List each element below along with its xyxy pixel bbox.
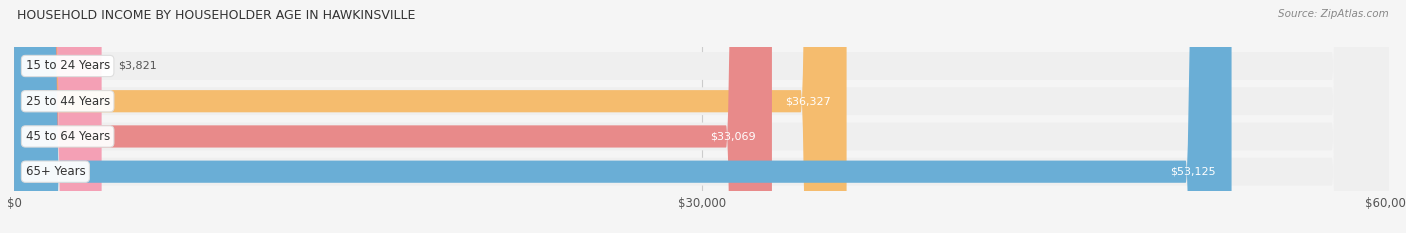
Text: HOUSEHOLD INCOME BY HOUSEHOLDER AGE IN HAWKINSVILLE: HOUSEHOLD INCOME BY HOUSEHOLDER AGE IN H… <box>17 9 415 22</box>
FancyBboxPatch shape <box>14 0 1389 233</box>
FancyBboxPatch shape <box>14 0 1389 233</box>
Text: $36,327: $36,327 <box>785 96 831 106</box>
Text: 45 to 64 Years: 45 to 64 Years <box>25 130 110 143</box>
Text: 65+ Years: 65+ Years <box>25 165 86 178</box>
Text: Source: ZipAtlas.com: Source: ZipAtlas.com <box>1278 9 1389 19</box>
FancyBboxPatch shape <box>14 0 1389 233</box>
Text: 25 to 44 Years: 25 to 44 Years <box>25 95 110 108</box>
FancyBboxPatch shape <box>14 0 1389 233</box>
FancyBboxPatch shape <box>14 0 772 233</box>
Text: $53,125: $53,125 <box>1170 167 1216 177</box>
Text: $3,821: $3,821 <box>118 61 156 71</box>
FancyBboxPatch shape <box>14 0 846 233</box>
Text: 15 to 24 Years: 15 to 24 Years <box>25 59 110 72</box>
Text: $33,069: $33,069 <box>710 131 756 141</box>
FancyBboxPatch shape <box>14 0 1232 233</box>
FancyBboxPatch shape <box>14 0 101 233</box>
